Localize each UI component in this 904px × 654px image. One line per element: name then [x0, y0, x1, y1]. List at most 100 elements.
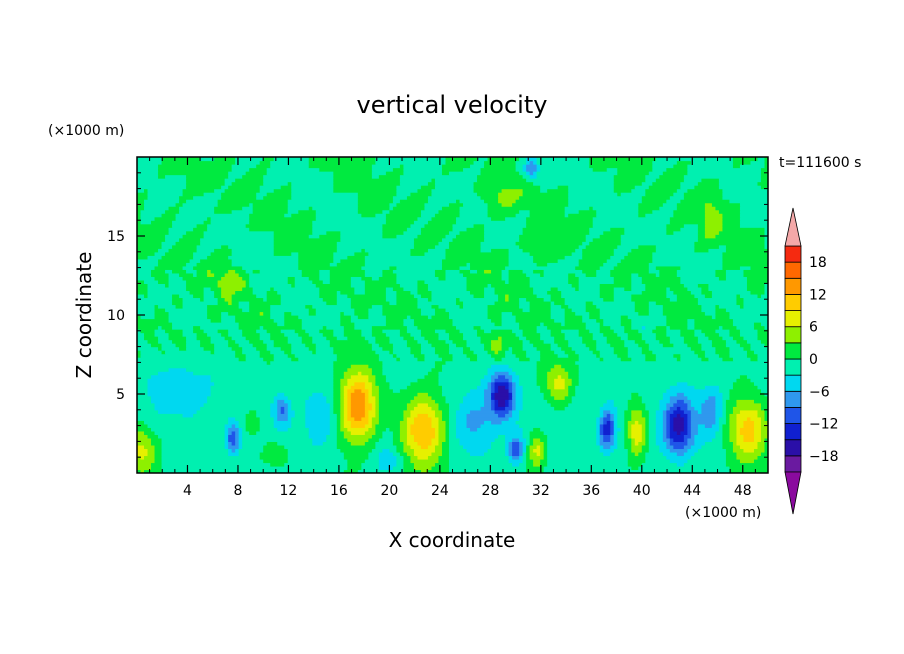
- heatmap-cell: [739, 427, 755, 432]
- heatmap-cell: [494, 392, 510, 397]
- heatmap-cell: [645, 283, 685, 288]
- heatmap-cell: [336, 297, 352, 302]
- heatmap-cell: [172, 269, 187, 274]
- heatmap-cell: [666, 409, 674, 414]
- heatmap-cell: [715, 399, 724, 404]
- heatmap-cell: [228, 171, 247, 176]
- heatmap-cell: [505, 444, 510, 450]
- heatmap-cell: [515, 388, 524, 393]
- heatmap-cell: [140, 315, 156, 320]
- heatmap-cell: [645, 178, 657, 183]
- heatmap-cell: [273, 241, 338, 246]
- heatmap-cell: [536, 374, 548, 379]
- heatmap-cell: [613, 448, 629, 453]
- heatmap-cell: [456, 297, 461, 302]
- heatmap-cell: [427, 283, 468, 288]
- heatmap-cell: [522, 444, 527, 450]
- heatmap-cell: [445, 272, 464, 277]
- heatmap-cell: [627, 399, 643, 404]
- heatmap-cell: [631, 286, 646, 292]
- heatmap-cell: [137, 430, 145, 435]
- heatmap-cell: [410, 427, 436, 432]
- heatmap-cell: [336, 444, 376, 450]
- heatmap-cell: [389, 336, 405, 341]
- heatmap-cell: [298, 209, 317, 214]
- heatmap-cell: [182, 300, 219, 306]
- heatmap-cell: [161, 213, 177, 218]
- heatmap-cell: [441, 167, 464, 172]
- heatmap-cell: [340, 413, 345, 418]
- heatmap-cell: [448, 434, 457, 439]
- heatmap-cell: [505, 216, 527, 221]
- heatmap-cell: [336, 441, 352, 446]
- heatmap-cell: [634, 300, 650, 306]
- heatmap-cell: [501, 318, 517, 323]
- heatmap-cell: [564, 406, 601, 411]
- heatmap-cell: [340, 392, 345, 397]
- heatmap-cell: [333, 332, 345, 337]
- heatmap-cell: [452, 357, 471, 362]
- heatmap-cell: [508, 248, 524, 253]
- heatmap-cell: [417, 357, 426, 362]
- heatmap-cell: [673, 343, 688, 348]
- heatmap-cell: [732, 441, 738, 446]
- heatmap-cell: [378, 395, 415, 400]
- heatmap-cell: [631, 293, 667, 299]
- heatmap-cell: [193, 413, 247, 418]
- heatmap-cell: [291, 181, 334, 186]
- heatmap-cell: [154, 455, 163, 460]
- heatmap-cell: [596, 269, 611, 274]
- colorbar-over-triangle: [784, 207, 802, 247]
- heatmap-cell: [403, 465, 415, 471]
- heatmap-cell: [259, 420, 275, 425]
- heatmap-cell: [638, 311, 650, 316]
- heatmap-cell: [540, 388, 552, 393]
- heatmap-cell: [158, 167, 233, 172]
- heatmap-cell: [624, 444, 632, 450]
- heatmap-cell: [529, 455, 545, 460]
- heatmap-cell: [526, 350, 541, 355]
- heatmap-cell: [533, 171, 538, 176]
- heatmap-cell: [242, 430, 250, 435]
- heatmap-cell: [694, 322, 734, 327]
- heatmap-cell: [494, 385, 499, 390]
- heatmap-cell: [690, 420, 717, 425]
- heatmap-cell: [543, 469, 731, 473]
- heatmap-cell: [137, 188, 145, 193]
- heatmap-cell: [242, 441, 268, 446]
- heatmap-cell: [336, 413, 341, 418]
- heatmap-cell: [144, 336, 159, 341]
- heatmap-cell: [294, 276, 310, 281]
- heatmap-cell: [484, 451, 506, 457]
- heatmap-cell: [484, 230, 524, 235]
- heatmap-cell: [193, 272, 198, 277]
- heatmap-cell: [231, 248, 275, 253]
- heatmap-cell: [147, 423, 226, 428]
- heatmap-cell: [273, 234, 310, 239]
- heatmap-cell: [491, 420, 503, 425]
- heatmap-cell: [140, 469, 145, 473]
- heatmap-cell: [336, 262, 366, 267]
- heatmap-cell: [459, 209, 489, 214]
- heatmap-cell: [508, 297, 520, 302]
- heatmap-cell: [739, 216, 768, 221]
- heatmap-cell: [736, 402, 762, 407]
- heatmap-cell: [694, 434, 717, 439]
- heatmap-cell: [287, 181, 292, 186]
- heatmap-cell: [378, 420, 401, 425]
- heatmap-cell: [434, 462, 450, 467]
- heatmap-cell: [743, 269, 768, 274]
- heatmap-cell: [137, 258, 159, 263]
- heatmap-cell: [480, 248, 492, 253]
- x-tick-label: 36: [582, 483, 600, 499]
- heatmap-cell: [494, 322, 503, 327]
- heatmap-cell: [378, 406, 408, 411]
- heatmap-cell: [256, 346, 268, 351]
- heatmap-cell: [557, 343, 569, 348]
- heatmap-cell: [673, 423, 685, 428]
- heatmap-cell: [631, 416, 646, 421]
- heatmap-cell: [505, 441, 510, 446]
- heatmap-cell: [333, 381, 341, 386]
- heatmap-cell: [536, 160, 590, 165]
- heatmap-cell: [645, 192, 674, 197]
